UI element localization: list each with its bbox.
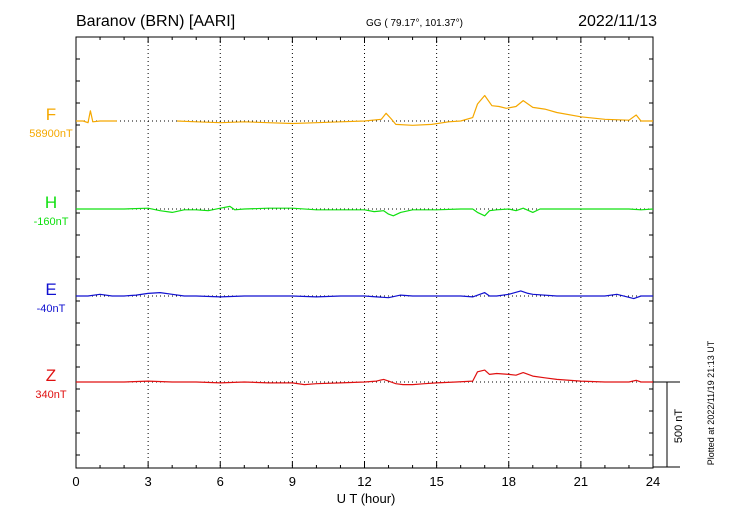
series-name-Z: Z [46,366,56,385]
x-tick-label: 12 [357,474,371,489]
date-label: 2022/11/13 [578,13,657,30]
series-line-H [76,205,654,217]
series-baseline-E: -40nT [37,303,66,315]
station-title: Baranov (BRN) [AARI] [76,13,235,30]
series-name-H: H [45,193,57,212]
x-tick-label: 3 [145,474,152,489]
scale-bar-label: 500 nT [673,409,685,444]
x-tick-label: 15 [429,474,443,489]
x-tick-label: 18 [502,474,516,489]
series-baseline-Z: 340nT [35,389,66,401]
x-tick-label: 9 [289,474,296,489]
series-baseline-F: 58900nT [29,128,73,140]
series-line-Z [76,369,653,386]
x-tick-label: 6 [217,474,224,489]
series-baseline-H: -160nT [34,216,69,228]
x-axis-label: U T (hour) [337,491,396,506]
series-line-F [76,94,653,126]
x-tick-label: 0 [72,474,79,489]
series-line-E [76,290,653,300]
series-name-F: F [46,105,56,124]
x-tick-label: 24 [646,474,660,489]
series-name-E: E [45,280,56,299]
plotted-timestamp: Plotted at 2022/11/19 21:13 UT [706,340,716,465]
coordinates-label: GG ( 79.17°, 101.37°) [366,18,463,29]
x-tick-label: 21 [574,474,588,489]
